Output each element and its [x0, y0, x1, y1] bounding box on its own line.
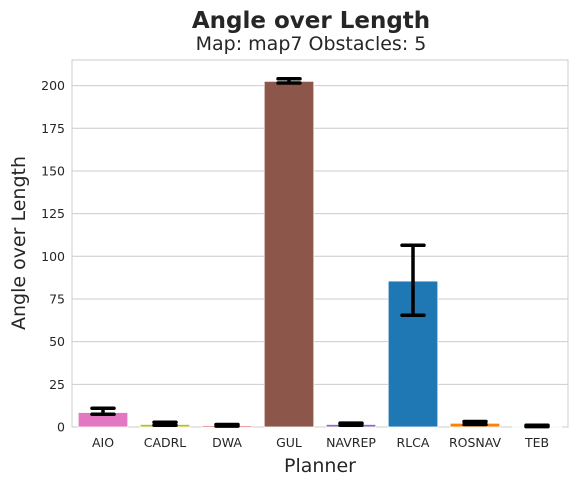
- y-tick-label: 175: [41, 121, 65, 136]
- y-tick-label: 75: [49, 291, 65, 306]
- chart-title: Angle over Length: [192, 8, 430, 34]
- x-tick-label: NAVREP: [326, 435, 376, 450]
- y-tick-label: 150: [41, 163, 65, 178]
- y-tick-label: 25: [49, 377, 65, 392]
- x-tick-label: AIO: [92, 435, 114, 450]
- chart-subtitle: Map: map7 Obstacles: 5: [196, 33, 427, 55]
- bars: [77, 80, 563, 428]
- error-bars: [90, 77, 550, 429]
- x-axis-ticks: AIO CADRL DWA GUL NAVREP RLCA ROSNAV TEB: [92, 435, 549, 450]
- x-tick-label: CADRL: [144, 435, 187, 450]
- x-axis-label: Planner: [284, 455, 356, 477]
- y-tick-label: 125: [41, 206, 65, 221]
- bar-gul: [263, 80, 315, 428]
- grid-lines: [72, 85, 568, 385]
- x-tick-label: ROSNAV: [449, 435, 502, 450]
- plot-area-frame: [71, 59, 569, 428]
- x-tick-label: DWA: [212, 435, 242, 450]
- y-axis-label: Angle over Length: [8, 156, 30, 330]
- x-tick-label: TEB: [524, 435, 549, 450]
- y-axis-ticks: 0 25 50 75 100 125 150 175 200: [41, 78, 65, 434]
- y-tick-label: 50: [49, 334, 65, 349]
- x-tick-label: RLCA: [397, 435, 430, 450]
- y-tick-label: 0: [57, 420, 65, 435]
- y-tick-label: 200: [41, 78, 65, 93]
- x-tick-label: GUL: [276, 435, 302, 450]
- y-tick-label: 100: [41, 249, 65, 264]
